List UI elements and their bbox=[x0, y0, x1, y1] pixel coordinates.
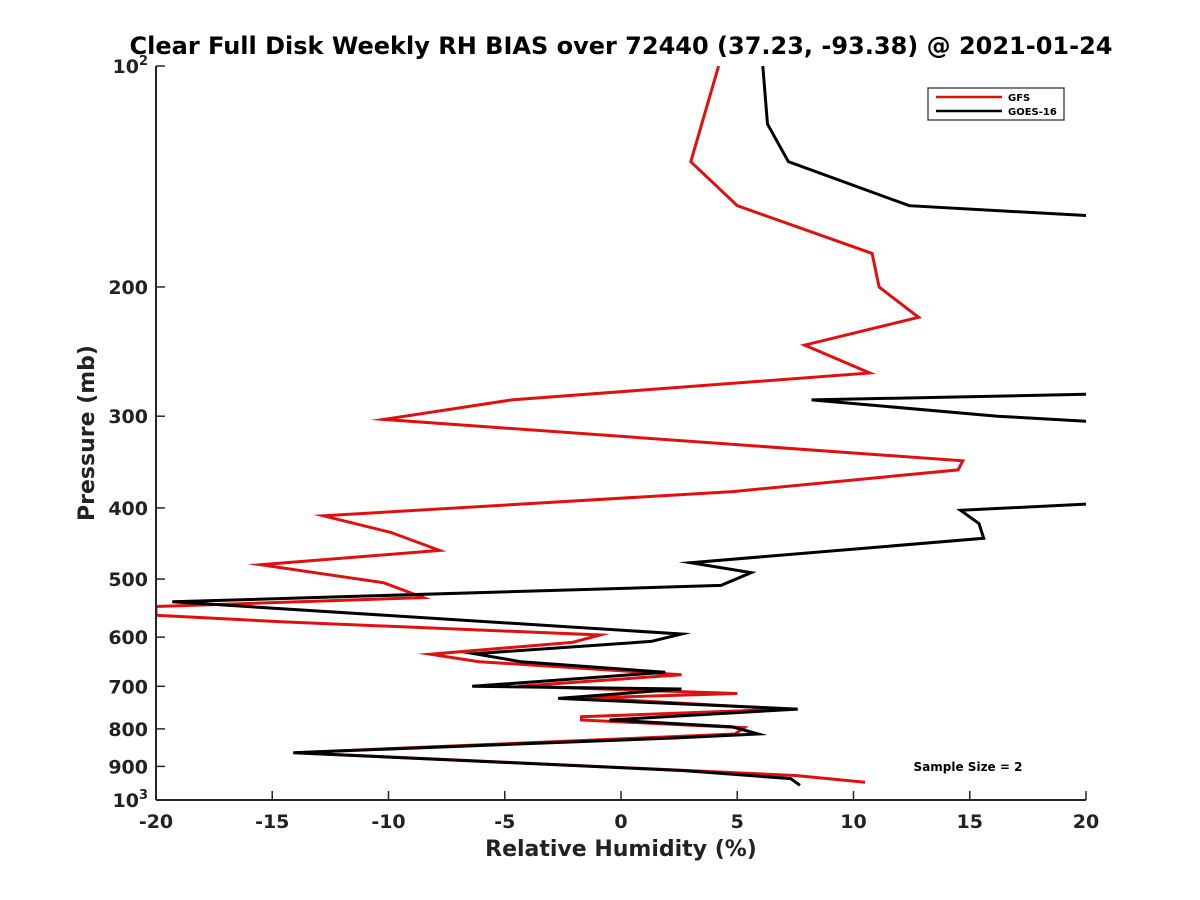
chart-title: Clear Full Disk Weekly RH BIAS over 7244… bbox=[130, 32, 1113, 60]
x-tick-label: 5 bbox=[731, 811, 744, 833]
y-tick-label: 102 bbox=[113, 54, 149, 78]
series-line-gfs bbox=[156, 66, 966, 784]
x-tick-label: -5 bbox=[494, 811, 515, 833]
legend: GFS GOES-16 bbox=[927, 87, 1065, 121]
y-tick-label: 900 bbox=[108, 756, 148, 778]
x-tick-label: -20 bbox=[139, 811, 173, 833]
legend-box bbox=[927, 87, 1065, 121]
x-tick-label: -10 bbox=[371, 811, 405, 833]
y-axis-label: Pressure (mb) bbox=[75, 345, 100, 521]
y-tick-label: 200 bbox=[108, 277, 148, 299]
x-tick-label: -15 bbox=[255, 811, 289, 833]
x-tick-label: 0 bbox=[614, 811, 627, 833]
x-tick-label: 10 bbox=[840, 811, 866, 833]
y-tick-label: 800 bbox=[108, 719, 148, 741]
x-tick-label: 15 bbox=[957, 811, 983, 833]
legend-label-gfs: GFS bbox=[1008, 93, 1030, 104]
sample-size-annotation: Sample Size = 2 bbox=[914, 760, 1023, 774]
series-layer bbox=[156, 66, 1086, 787]
y-tick-label: 700 bbox=[108, 676, 148, 698]
x-axis-label: Relative Humidity (%) bbox=[485, 837, 757, 862]
x-axis-ticks: -20 -15 -10 -5 0 5 10 15 20 bbox=[139, 791, 1099, 833]
series-line-goes-16 bbox=[172, 66, 1086, 787]
y-tick-label: 600 bbox=[108, 627, 148, 649]
y-tick-label: 500 bbox=[108, 569, 148, 591]
y-axis-ticks: 102 200 300 400 500 600 700 800 900 103 bbox=[108, 54, 165, 812]
plot-area: -20 -15 -10 -5 0 5 10 15 20 102 200 300 400 500 600 70… bbox=[108, 54, 1099, 833]
x-tick-label: 20 bbox=[1073, 811, 1099, 833]
y-tick-label: 103 bbox=[113, 788, 149, 812]
y-tick-label: 400 bbox=[108, 498, 148, 520]
legend-label-goes16: GOES-16 bbox=[1008, 107, 1057, 118]
y-tick-label: 300 bbox=[108, 406, 148, 428]
